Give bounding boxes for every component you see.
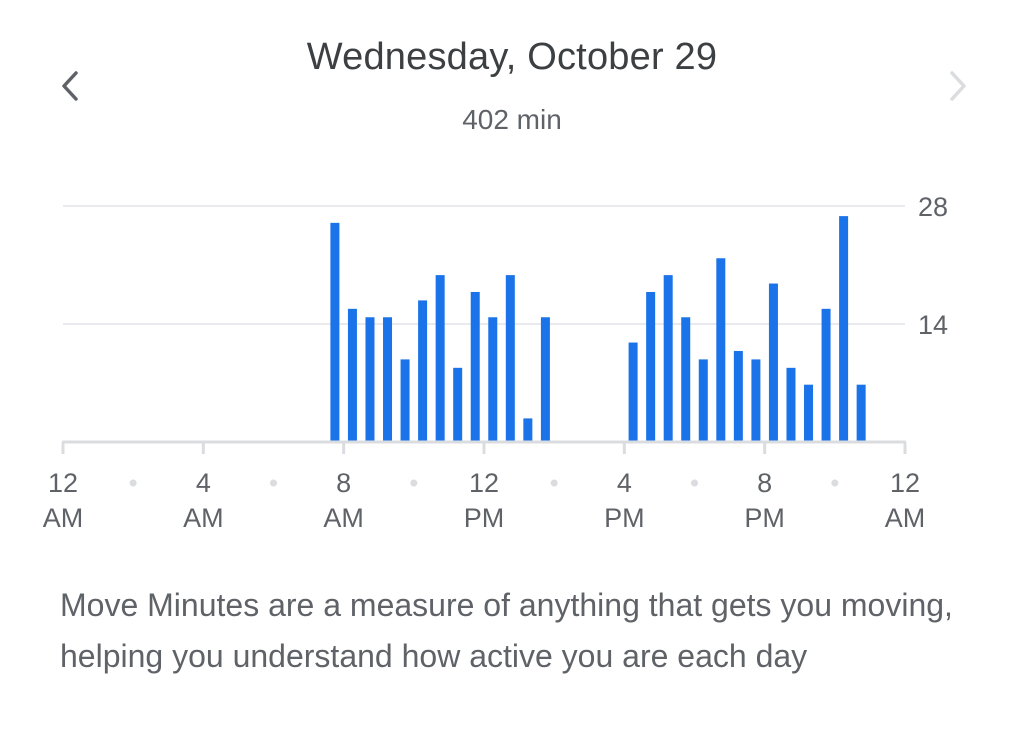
bar — [330, 222, 340, 442]
x-minor-dot — [270, 479, 277, 487]
chart-axis — [61, 440, 907, 487]
bar — [418, 300, 428, 442]
y-tick-label: 14 — [918, 310, 948, 340]
page-title: Wednesday, October 29 — [306, 36, 718, 78]
x-minor-dot — [410, 479, 418, 487]
chevron-right-icon — [950, 71, 966, 101]
bar — [839, 216, 849, 442]
bar — [505, 275, 515, 442]
bar — [821, 308, 831, 442]
bar — [751, 359, 761, 442]
bar — [698, 359, 708, 442]
bar — [488, 317, 498, 442]
bar — [435, 275, 445, 442]
x-tick-label: 12 — [890, 468, 920, 498]
x-tick-label-period: AM — [885, 503, 926, 533]
bar — [681, 317, 691, 442]
bar — [646, 291, 656, 442]
bar — [347, 308, 357, 442]
chevron-left-icon — [62, 71, 78, 101]
bar — [470, 291, 480, 442]
next-day-button[interactable] — [930, 58, 986, 114]
x-tick-label: 12 — [48, 468, 78, 498]
bar — [365, 317, 375, 442]
x-minor-dot — [831, 479, 839, 487]
x-tick-label-period: AM — [323, 503, 364, 533]
move-minutes-chart: 14 28 12 AM 4 AM 8 AM 12 PM 4 PM 8 PM 12 AM — [43, 192, 948, 533]
chart-bars — [330, 216, 866, 442]
previous-day-button[interactable] — [42, 58, 98, 114]
x-minor-dot — [550, 479, 558, 487]
x-minor-dot — [691, 479, 698, 487]
move-minutes-description: Move Minutes are a measure of anything t… — [60, 587, 953, 674]
total-move-minutes: 402 min — [462, 104, 562, 135]
x-tick-label: 12 — [469, 468, 499, 498]
bar — [768, 283, 778, 442]
bar — [733, 350, 743, 442]
bar — [523, 418, 533, 442]
bar — [453, 367, 463, 442]
bar — [804, 384, 814, 442]
x-tick-label-period: PM — [464, 503, 505, 533]
bar — [383, 317, 393, 442]
bar — [856, 384, 866, 442]
bar — [540, 317, 550, 442]
x-minor-dot — [129, 479, 137, 487]
chart-gridlines — [63, 205, 905, 325]
x-tick-label: 4 — [196, 468, 211, 498]
bar — [786, 367, 796, 442]
x-tick-label-period: AM — [43, 503, 84, 533]
bar — [400, 359, 410, 442]
x-tick-label-period: AM — [183, 503, 224, 533]
chart-labels: 14 28 12 AM 4 AM 8 AM 12 PM 4 PM 8 PM 12 AM — [43, 192, 948, 533]
x-tick-label: 8 — [757, 468, 772, 498]
x-tick-label-period: PM — [604, 503, 645, 533]
bar — [716, 258, 726, 442]
x-tick-label-period: PM — [744, 503, 785, 533]
y-tick-label: 28 — [918, 192, 948, 222]
bar — [628, 342, 638, 442]
x-tick-label: 8 — [336, 468, 351, 498]
x-tick-label: 4 — [617, 468, 632, 498]
bar — [663, 275, 673, 442]
